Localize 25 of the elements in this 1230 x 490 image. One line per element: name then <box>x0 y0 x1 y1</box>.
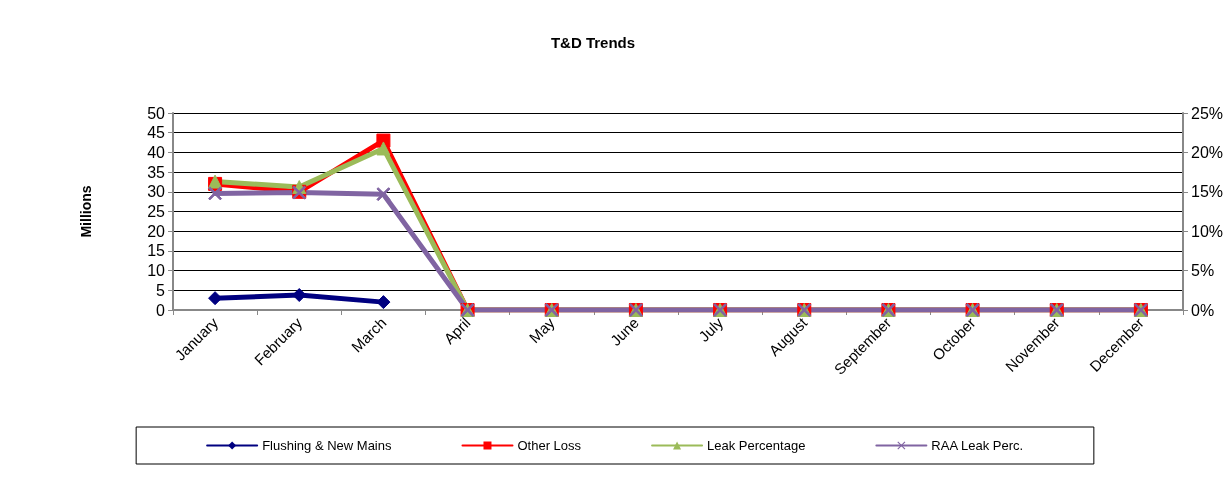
y-tick-label: 35 <box>147 163 166 181</box>
y-tick-label: 50 <box>147 104 166 122</box>
y-tick-label: 15 <box>147 242 166 260</box>
y-tick-label: 40 <box>147 143 166 161</box>
y2-tick-label: 10% <box>1191 222 1224 240</box>
legend-label: Flushing & New Mains <box>262 438 392 453</box>
y-tick-label: 10 <box>147 262 166 280</box>
x-tick-label: May <box>525 313 559 347</box>
y-axis-title: Millions <box>78 185 94 238</box>
legend-label: Leak Percentage <box>707 438 806 453</box>
y2-tick-label: 5% <box>1191 262 1215 280</box>
y-tick-label: 20 <box>147 222 166 240</box>
y-tick-label: 45 <box>147 124 166 142</box>
y-tick-label: 5 <box>156 281 166 299</box>
y-tick-label: 25 <box>147 203 166 220</box>
y-tick-label: 0 <box>156 301 166 319</box>
y2-tick-label: 0% <box>1191 301 1215 319</box>
y2-tick-label: 25% <box>1191 104 1224 122</box>
x-tick-label: July <box>695 313 727 345</box>
legend-label: Other Loss <box>517 438 582 453</box>
chart-title: T&D Trends <box>550 34 636 51</box>
y2-tick-label: 15% <box>1191 183 1224 201</box>
y2-tick-label: 20% <box>1191 143 1224 161</box>
legend-label: RAA Leak Perc. <box>931 438 1024 453</box>
y-tick-label: 30 <box>147 183 166 201</box>
